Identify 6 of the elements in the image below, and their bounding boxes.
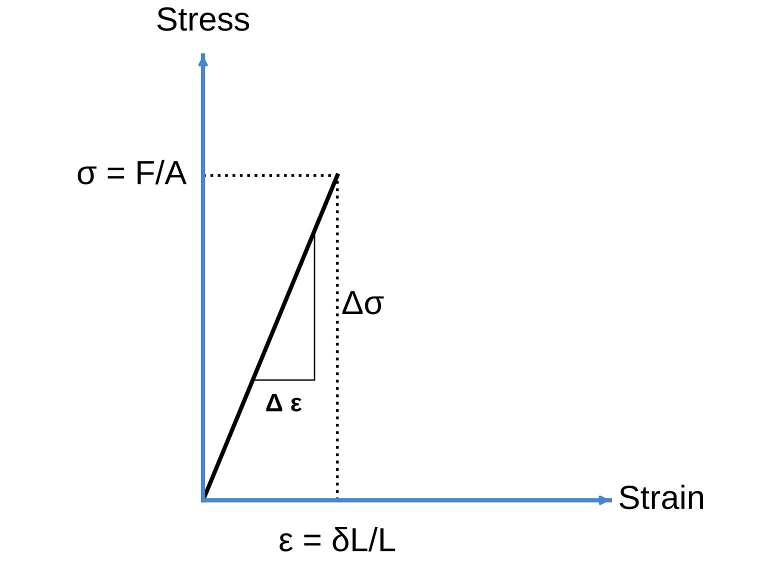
ref-line-label: σ = F/A [78, 160, 187, 184]
y-axis-title: Stress [157, 7, 250, 31]
text: ε = δL/L [280, 526, 396, 552]
annotation: Δ ε [266, 394, 302, 412]
x-axis-title: Strain [620, 484, 704, 510]
annotation: Δσ [342, 291, 384, 314]
